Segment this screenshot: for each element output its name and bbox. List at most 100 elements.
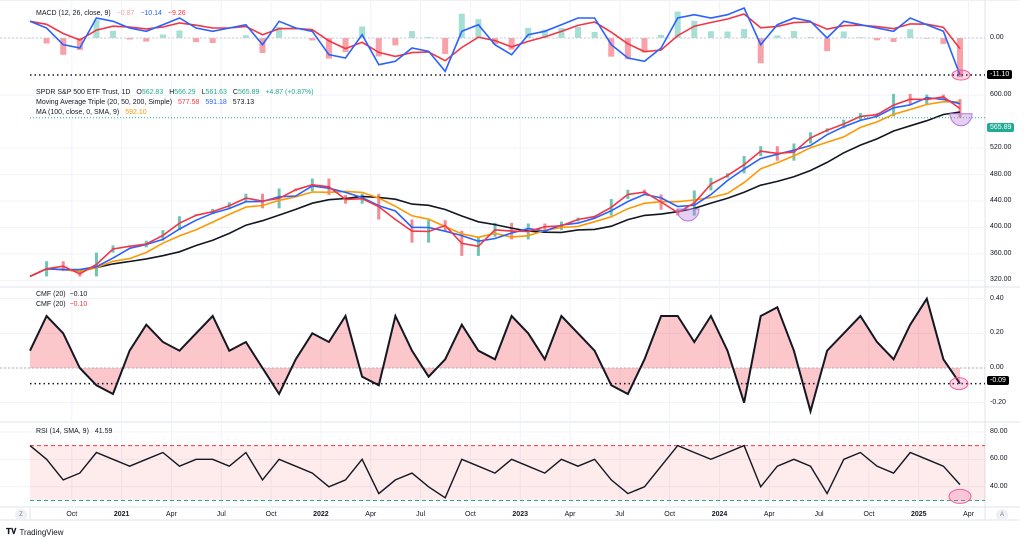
macd-histogram-bar bbox=[624, 38, 631, 60]
price-axis-label: 360.00 bbox=[990, 249, 1012, 257]
rsi-axis-label: 60.00 bbox=[990, 455, 1008, 463]
time-axis-label: Oct bbox=[66, 511, 78, 518]
auto-scale-button[interactable]: A bbox=[996, 509, 1008, 521]
macd-histogram-bar bbox=[641, 38, 648, 53]
time-axis-label: Jul bbox=[615, 511, 625, 518]
low-label: L bbox=[201, 89, 206, 96]
macd-line-value: −10.14 bbox=[140, 10, 162, 17]
cmf-axis-label: -0.20 bbox=[990, 398, 1006, 406]
rsi-legend: RSI (14, SMA, 9) 41.59 bbox=[36, 427, 116, 437]
macd-histogram-bar bbox=[193, 38, 200, 43]
macd-histogram-bar bbox=[93, 19, 100, 38]
macd-histogram-bar bbox=[525, 27, 532, 38]
macd-histogram-bar bbox=[159, 34, 166, 38]
price-highlight-shape bbox=[949, 113, 973, 127]
macd-histogram-bar bbox=[276, 26, 283, 38]
macd-line bbox=[29, 6, 961, 76]
macd-signal-value: −9.26 bbox=[167, 10, 186, 17]
time-axis-label: 2021 bbox=[113, 511, 130, 518]
macd-highlight-circle bbox=[951, 69, 971, 81]
macd-histogram-bar bbox=[790, 31, 797, 38]
macd-histogram-bar bbox=[458, 13, 465, 39]
macd-signal-line bbox=[29, 13, 961, 62]
macd-histogram-bar bbox=[442, 38, 449, 54]
macd-histogram-bar bbox=[126, 38, 133, 40]
ma20-line bbox=[29, 96, 961, 278]
macd-histogram-bar bbox=[658, 34, 665, 38]
price-axis-label: 480.00 bbox=[990, 170, 1012, 178]
macd-histogram-bar bbox=[43, 38, 50, 44]
price-axis-label: 520.00 bbox=[990, 144, 1012, 152]
macd-last-badge: -11.10 bbox=[987, 70, 1013, 79]
ma20-value: 577.58 bbox=[178, 99, 200, 106]
macd-histogram-bar bbox=[359, 26, 366, 38]
price-highlight-shape-2023 bbox=[676, 208, 700, 222]
time-axis-label: Oct bbox=[863, 511, 875, 518]
ma100-line bbox=[29, 100, 961, 278]
high-label: H bbox=[169, 89, 175, 96]
time-axis-label: 2023 bbox=[512, 511, 528, 518]
tradingview-logo[interactable]: 𝐓𝐕 TradingView bbox=[6, 527, 64, 537]
cmf-highlight-circle bbox=[949, 377, 969, 391]
rsi-line bbox=[29, 444, 961, 499]
macd-histogram-bar bbox=[558, 27, 565, 38]
ma200-line bbox=[29, 111, 961, 278]
rsi-axis-label: 80.00 bbox=[990, 427, 1008, 435]
time-axis-label: Oct bbox=[265, 511, 277, 518]
time-axis-label: Oct bbox=[464, 511, 476, 518]
macd-axis-label: 0.00 bbox=[990, 34, 1004, 41]
macd-histogram-bar bbox=[774, 35, 781, 38]
cmf-line bbox=[29, 296, 961, 416]
cmf-axis-label: 0.40 bbox=[990, 294, 1004, 302]
macd-histogram-bar bbox=[591, 31, 598, 38]
ma100-value: 592.10 bbox=[125, 109, 147, 116]
price-last-badge: 565.89 bbox=[987, 123, 1015, 132]
macd-histogram-bar bbox=[890, 38, 897, 43]
rsi-value: 41.59 bbox=[94, 428, 113, 435]
close-value: 565.89 bbox=[237, 89, 260, 96]
time-axis-label: Jul bbox=[814, 511, 824, 518]
price-axis-label: 440.00 bbox=[990, 197, 1012, 205]
price-legend: SPDR S&P 500 ETF Trust, 1D O562.83 H566.… bbox=[36, 88, 318, 118]
cmf-value-2: −0.10 bbox=[69, 301, 88, 308]
macd-histogram-bar bbox=[76, 38, 83, 50]
macd-histogram-bar bbox=[408, 31, 415, 38]
ma-triple-name: Moving Average Triple (20, 50, 200, Simp… bbox=[36, 99, 173, 106]
macd-histogram-bar bbox=[824, 38, 831, 52]
time-axis-label: 2024 bbox=[711, 511, 728, 518]
macd-histogram-bar bbox=[143, 38, 150, 42]
time-axis-label: Jul bbox=[416, 511, 426, 518]
macd-histogram-bar bbox=[757, 38, 764, 64]
zoom-button[interactable]: Z bbox=[15, 509, 27, 521]
macd-hist-value: −0.87 bbox=[116, 10, 135, 17]
macd-histogram-bar bbox=[242, 35, 249, 38]
time-axis-label: Oct bbox=[664, 511, 676, 518]
macd-histogram-bar bbox=[209, 38, 216, 44]
rsi-name: RSI (14, SMA, 9) bbox=[36, 428, 89, 435]
tradingview-logo-text: TradingView bbox=[19, 527, 64, 537]
cmf-value-1: −0.10 bbox=[69, 291, 88, 298]
macd-histogram-bar bbox=[110, 30, 117, 38]
tradingview-logo-icon: 𝐓𝐕 bbox=[6, 527, 17, 536]
macd-histogram-bar bbox=[375, 38, 382, 57]
time-axis-label: 2022 bbox=[313, 511, 329, 518]
cmf-axis-label: 0.20 bbox=[990, 329, 1004, 337]
macd-histogram-bar bbox=[392, 38, 399, 46]
ma50-line bbox=[29, 96, 961, 278]
macd-histogram-bar bbox=[475, 19, 482, 38]
close-label: C bbox=[232, 89, 238, 96]
macd-histogram-bar bbox=[60, 38, 67, 55]
cmf-name-2: CMF (20) bbox=[36, 301, 66, 308]
cmf-axis-label: 0.00 bbox=[990, 364, 1004, 371]
macd-histogram-bar bbox=[807, 36, 814, 38]
time-axis-label: Apr bbox=[564, 511, 576, 518]
macd-histogram-bar bbox=[957, 38, 963, 78]
macd-histogram-bar bbox=[674, 11, 681, 38]
macd-histogram-bar bbox=[724, 31, 731, 38]
macd-histogram-bar bbox=[325, 38, 332, 59]
macd-histogram-bar bbox=[508, 38, 515, 50]
time-axis-label: Apr bbox=[365, 511, 377, 518]
macd-histogram-bar bbox=[741, 28, 748, 38]
macd-histogram-bar bbox=[940, 38, 947, 44]
